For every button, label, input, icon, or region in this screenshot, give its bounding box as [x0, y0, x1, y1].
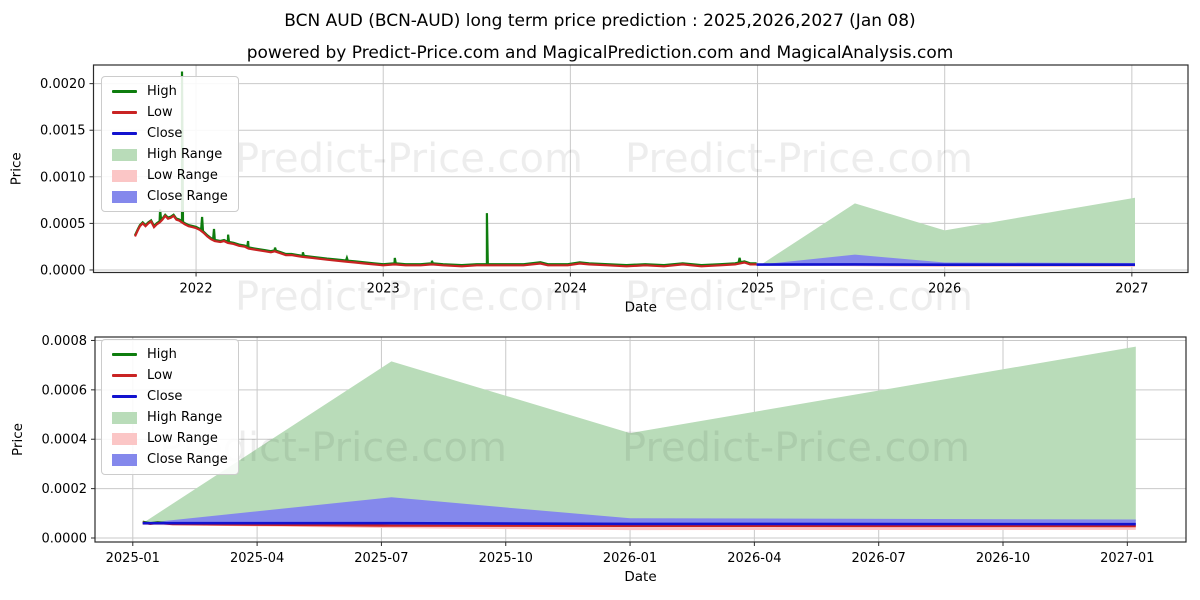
- x-tick-label: 2027: [1115, 282, 1148, 297]
- legend-line-swatch: [112, 395, 137, 398]
- watermark-text: Predict-Price.com: [622, 425, 970, 471]
- x-tick-label: 2026: [928, 282, 961, 297]
- x-tick-label: 2026-10: [976, 551, 1030, 566]
- legend-label: Low Range: [147, 431, 218, 446]
- legend-item: High: [112, 344, 228, 365]
- x-tick-label: 2025-07: [354, 551, 408, 566]
- legend-label: High: [147, 347, 177, 362]
- legend-label: Close: [147, 389, 183, 404]
- x-tick-label: 2026-01: [603, 551, 657, 566]
- legend-item: Low: [112, 365, 228, 386]
- low-line: [142, 521, 1136, 528]
- x-tick-label: 2025: [741, 282, 774, 297]
- y-tick-label: 0.0002: [42, 482, 88, 497]
- legend-line-swatch: [112, 90, 137, 93]
- x-tick-label: 2026-04: [727, 551, 781, 566]
- legend-line-swatch: [112, 353, 137, 356]
- legend-patch-swatch: [112, 432, 137, 445]
- y-tick-label: 0.0010: [40, 170, 86, 185]
- legend-item: Close: [112, 123, 228, 144]
- legend-line-swatch: [112, 374, 137, 377]
- watermark-text: Predict-Price.com: [625, 136, 973, 182]
- x-tick-label: 2025-10: [479, 551, 533, 566]
- legend-item: Low: [112, 102, 228, 123]
- high-line: [142, 520, 168, 525]
- y-tick-label: 0.0000: [42, 531, 88, 546]
- watermark-text: Predict-Price.com: [235, 136, 583, 182]
- y-tick-label: 0.0015: [40, 124, 86, 139]
- y-tick-label: 0.0020: [40, 77, 86, 92]
- high-range-band: [142, 346, 1136, 524]
- y-axis-label: Price: [10, 423, 26, 456]
- watermark-text: Predict-Price.com: [235, 274, 583, 320]
- low-range-band: [142, 524, 1136, 531]
- legend-label: High Range: [147, 147, 223, 162]
- close-line: [142, 521, 1136, 526]
- legend-label: Low: [147, 105, 173, 120]
- close-range-band: [761, 254, 1135, 266]
- legend-label: Low: [147, 368, 173, 383]
- legend-item: High: [112, 81, 228, 102]
- legend-item: Close Range: [112, 449, 228, 470]
- y-tick-label: 0.0000: [40, 263, 86, 278]
- plot-border: [94, 336, 1187, 543]
- legend-item: Low Range: [112, 428, 228, 449]
- x-tick-label: 2027-01: [1100, 551, 1154, 566]
- legend-patch-swatch: [112, 411, 137, 424]
- x-tick-label: 2025-01: [106, 551, 160, 566]
- legend-label: High Range: [147, 410, 223, 425]
- legend-item: Low Range: [112, 165, 228, 186]
- legend-patch-swatch: [112, 453, 137, 466]
- low-line: [134, 214, 757, 268]
- legend-patch-swatch: [112, 148, 137, 161]
- legend-label: Close Range: [147, 189, 228, 204]
- legend-item: High Range: [112, 144, 228, 165]
- x-axis-label: Date: [624, 569, 656, 585]
- x-tick-label: 2025-04: [230, 551, 284, 566]
- legend-label: Close Range: [147, 452, 228, 467]
- x-tick-label: 2023: [367, 282, 400, 297]
- page-subtitle: powered by Predict-Price.com and Magical…: [246, 43, 954, 63]
- legend-item: Close Range: [112, 186, 228, 207]
- x-axis-label: Date: [625, 300, 657, 316]
- legend-label: High: [147, 84, 177, 99]
- y-tick-label: 0.0008: [42, 334, 88, 349]
- x-tick-label: 2022: [180, 282, 213, 297]
- x-tick-label: 2026-07: [852, 551, 906, 566]
- legend-line-swatch: [112, 111, 137, 114]
- y-tick-label: 0.0005: [40, 217, 86, 232]
- legend-item: Close: [112, 386, 228, 407]
- y-axis-label: Price: [9, 152, 25, 185]
- high-range-band: [761, 197, 1135, 265]
- low-range-band: [761, 264, 1135, 267]
- y-tick-label: 0.0006: [42, 383, 88, 398]
- legend-item: High Range: [112, 407, 228, 428]
- close-range-band: [142, 497, 1136, 526]
- page-title: BCN AUD (BCN-AUD) long term price predic…: [284, 11, 916, 31]
- legend-line-swatch: [112, 132, 137, 135]
- plot-border: [92, 64, 1189, 274]
- x-tick-label: 2024: [554, 282, 587, 297]
- y-tick-label: 0.0004: [42, 433, 88, 448]
- legend-label: Low Range: [147, 168, 218, 183]
- legend: High Low Close High Range Low Range Close Ran…: [101, 339, 239, 475]
- legend-label: Close: [147, 126, 183, 141]
- legend-patch-swatch: [112, 169, 137, 182]
- watermark-text: Predict-Price.com: [625, 274, 973, 320]
- legend-patch-swatch: [112, 190, 137, 203]
- legend: High Low Close High Range Low Range Close Ran…: [101, 76, 239, 212]
